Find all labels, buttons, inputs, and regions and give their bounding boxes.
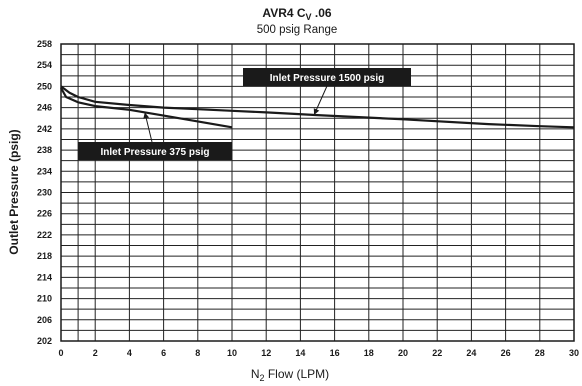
grid bbox=[60, 43, 575, 342]
x-tick-label: 20 bbox=[398, 348, 408, 358]
x-tick-label: 4 bbox=[127, 348, 132, 358]
series-lines bbox=[60, 85, 575, 129]
series-line-1 bbox=[60, 85, 575, 129]
y-tick-label: 226 bbox=[37, 209, 52, 219]
y-tick-label: 202 bbox=[37, 336, 52, 346]
x-tick-label: 10 bbox=[227, 348, 237, 358]
x-tick-label: 28 bbox=[535, 348, 545, 358]
x-tick-label: 0 bbox=[58, 348, 63, 358]
x-tick-label: 14 bbox=[295, 348, 305, 358]
series-line-2 bbox=[60, 87, 233, 129]
chart-subtitle: 500 psig Range bbox=[257, 24, 338, 36]
y-tick-label: 214 bbox=[37, 272, 52, 282]
annotation-box bbox=[78, 142, 232, 160]
x-tick-label: 16 bbox=[330, 348, 340, 358]
y-tick-label: 242 bbox=[37, 124, 52, 134]
y-tick-label: 218 bbox=[37, 251, 52, 261]
x-axis-label-sub: 2 bbox=[259, 373, 264, 383]
y-tick-labels: 202 206 210 214 218 222 226 230 234 238 242 246 250 2… bbox=[37, 39, 52, 346]
x-tick-label: 8 bbox=[195, 348, 200, 358]
y-tick-label: 258 bbox=[37, 39, 52, 49]
y-axis-label: Outlet Pressure (psig) bbox=[7, 129, 21, 254]
x-axis-label-pre: N bbox=[251, 367, 260, 381]
y-tick-label: 230 bbox=[37, 188, 52, 198]
y-tick-label: 246 bbox=[37, 103, 52, 113]
y-tick-label: 222 bbox=[37, 230, 52, 240]
chart-title-suffix: .06 bbox=[312, 6, 332, 20]
annotation-label: Inlet Pressure 375 psig bbox=[101, 147, 210, 158]
y-tick-label: 254 bbox=[37, 60, 52, 70]
x-axis-label-post: Flow (LPM) bbox=[265, 367, 330, 381]
x-tick-label: 30 bbox=[569, 348, 579, 358]
chart-title-subscript: V bbox=[306, 12, 312, 22]
annotation-arrowhead bbox=[313, 108, 320, 115]
x-tick-label: 2 bbox=[93, 348, 98, 358]
x-tick-label: 18 bbox=[364, 348, 374, 358]
chart-title-main: AVR4 C bbox=[262, 6, 305, 20]
x-tick-label: 22 bbox=[432, 348, 442, 358]
annotations: Inlet Pressure 1500 psig Inlet Pressure 3… bbox=[78, 68, 411, 160]
y-tick-label: 238 bbox=[37, 145, 52, 155]
y-tick-label: 250 bbox=[37, 81, 52, 91]
annotation-box bbox=[243, 68, 411, 86]
y-tick-label: 206 bbox=[37, 315, 52, 325]
chart-title: AVR4 CV .06 bbox=[262, 6, 331, 22]
x-tick-label: 12 bbox=[261, 348, 271, 358]
x-tick-label: 26 bbox=[501, 348, 511, 358]
x-tick-label: 24 bbox=[466, 348, 476, 358]
plot-frame bbox=[60, 43, 575, 342]
x-axis-label: N2 Flow (LPM) bbox=[251, 367, 329, 383]
x-tick-label: 6 bbox=[161, 348, 166, 358]
y-tick-label: 210 bbox=[37, 294, 52, 304]
y-tick-label: 234 bbox=[37, 166, 52, 176]
annotation-label: Inlet Pressure 1500 psig bbox=[270, 73, 385, 84]
annotation-arrowhead bbox=[143, 112, 150, 119]
x-tick-labels: 0 2 4 6 8 10 12 14 16 18 20 22 24 26 28 30 bbox=[58, 348, 579, 358]
